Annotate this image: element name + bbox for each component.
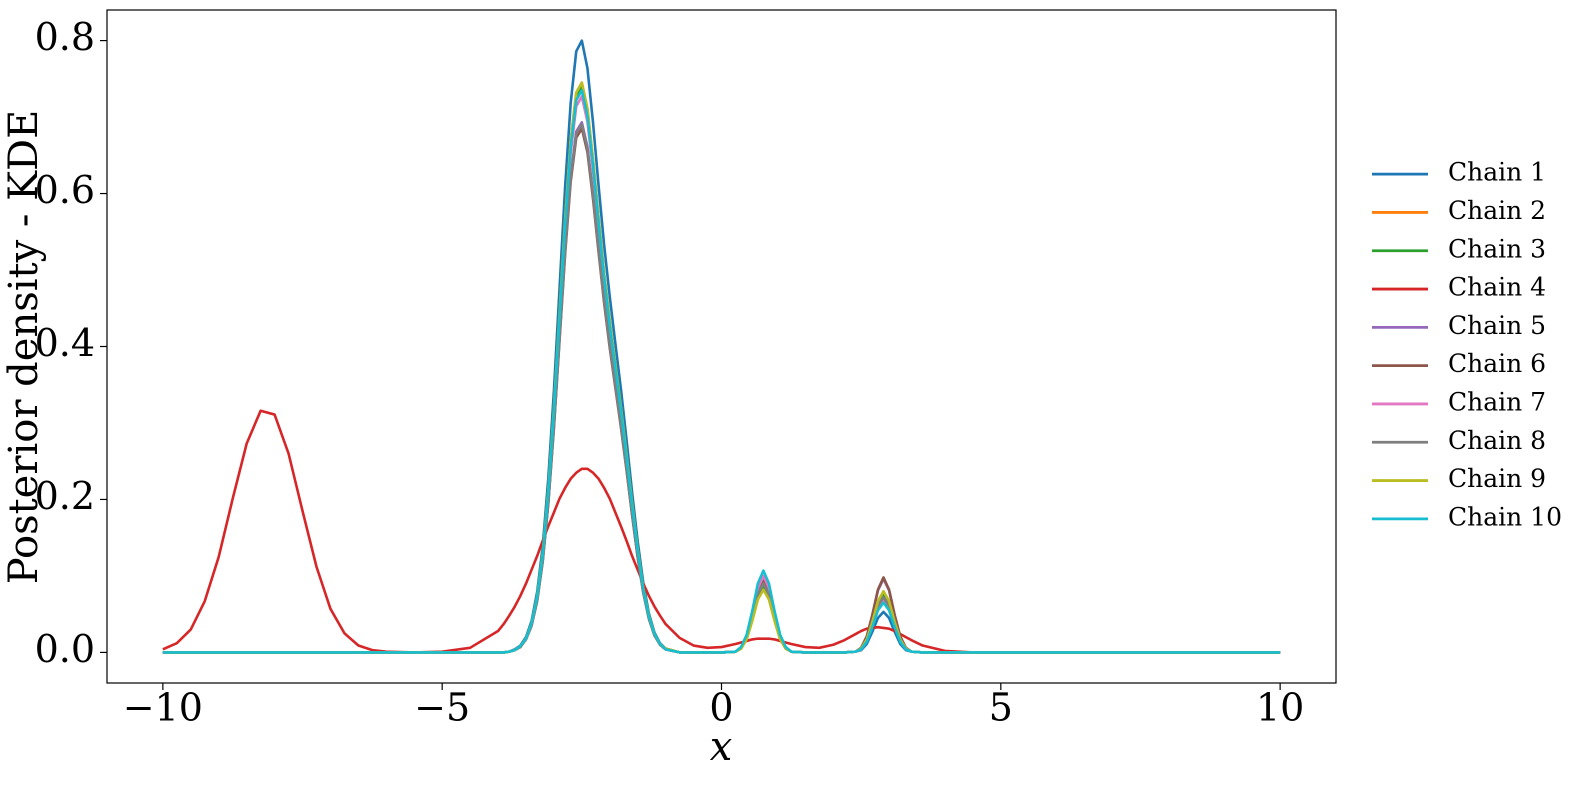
series-line <box>162 127 1281 654</box>
series-line <box>162 95 1281 654</box>
series-line <box>162 85 1281 654</box>
x-tick-label: 10 <box>1256 686 1304 730</box>
legend-label: Chain 8 <box>1448 426 1546 455</box>
series-line <box>162 81 1281 654</box>
x-tick-label: −5 <box>414 686 470 730</box>
y-tick-label: 0.8 <box>35 15 95 59</box>
series-line <box>162 89 1281 654</box>
series-line <box>162 121 1281 654</box>
legend-label: Chain 1 <box>1448 158 1546 187</box>
legend-label: Chain 5 <box>1448 311 1546 340</box>
series-line <box>162 81 1281 654</box>
legend-label: Chain 7 <box>1448 387 1546 416</box>
series-line <box>162 409 1281 654</box>
legend-label: Chain 9 <box>1448 464 1546 493</box>
x-tick-label: 5 <box>989 686 1013 730</box>
series-line <box>162 123 1281 654</box>
series-line <box>162 39 1281 654</box>
x-axis-label: x <box>710 724 733 770</box>
legend-label: Chain 6 <box>1448 349 1546 378</box>
y-tick-label: 0.0 <box>35 627 95 671</box>
y-tick-label: 0.6 <box>35 168 95 212</box>
legend-label: Chain 2 <box>1448 196 1546 225</box>
y-tick-label: 0.2 <box>35 474 95 518</box>
plot-frame <box>106 9 1337 684</box>
y-tick-label: 0.4 <box>35 321 95 365</box>
legend: Chain 1 Chain 2 Chain 3 Chain 4 Chain 5 Chain… <box>1372 158 1562 531</box>
y-axis-label: Posterior density - KDE <box>1 110 47 585</box>
x-tick-label: −10 <box>123 686 203 730</box>
legend-label: Chain 4 <box>1448 273 1546 302</box>
legend-label: Chain 10 <box>1448 502 1562 531</box>
x-tick-label: 0 <box>709 686 733 730</box>
legend-label: Chain 3 <box>1448 234 1546 263</box>
